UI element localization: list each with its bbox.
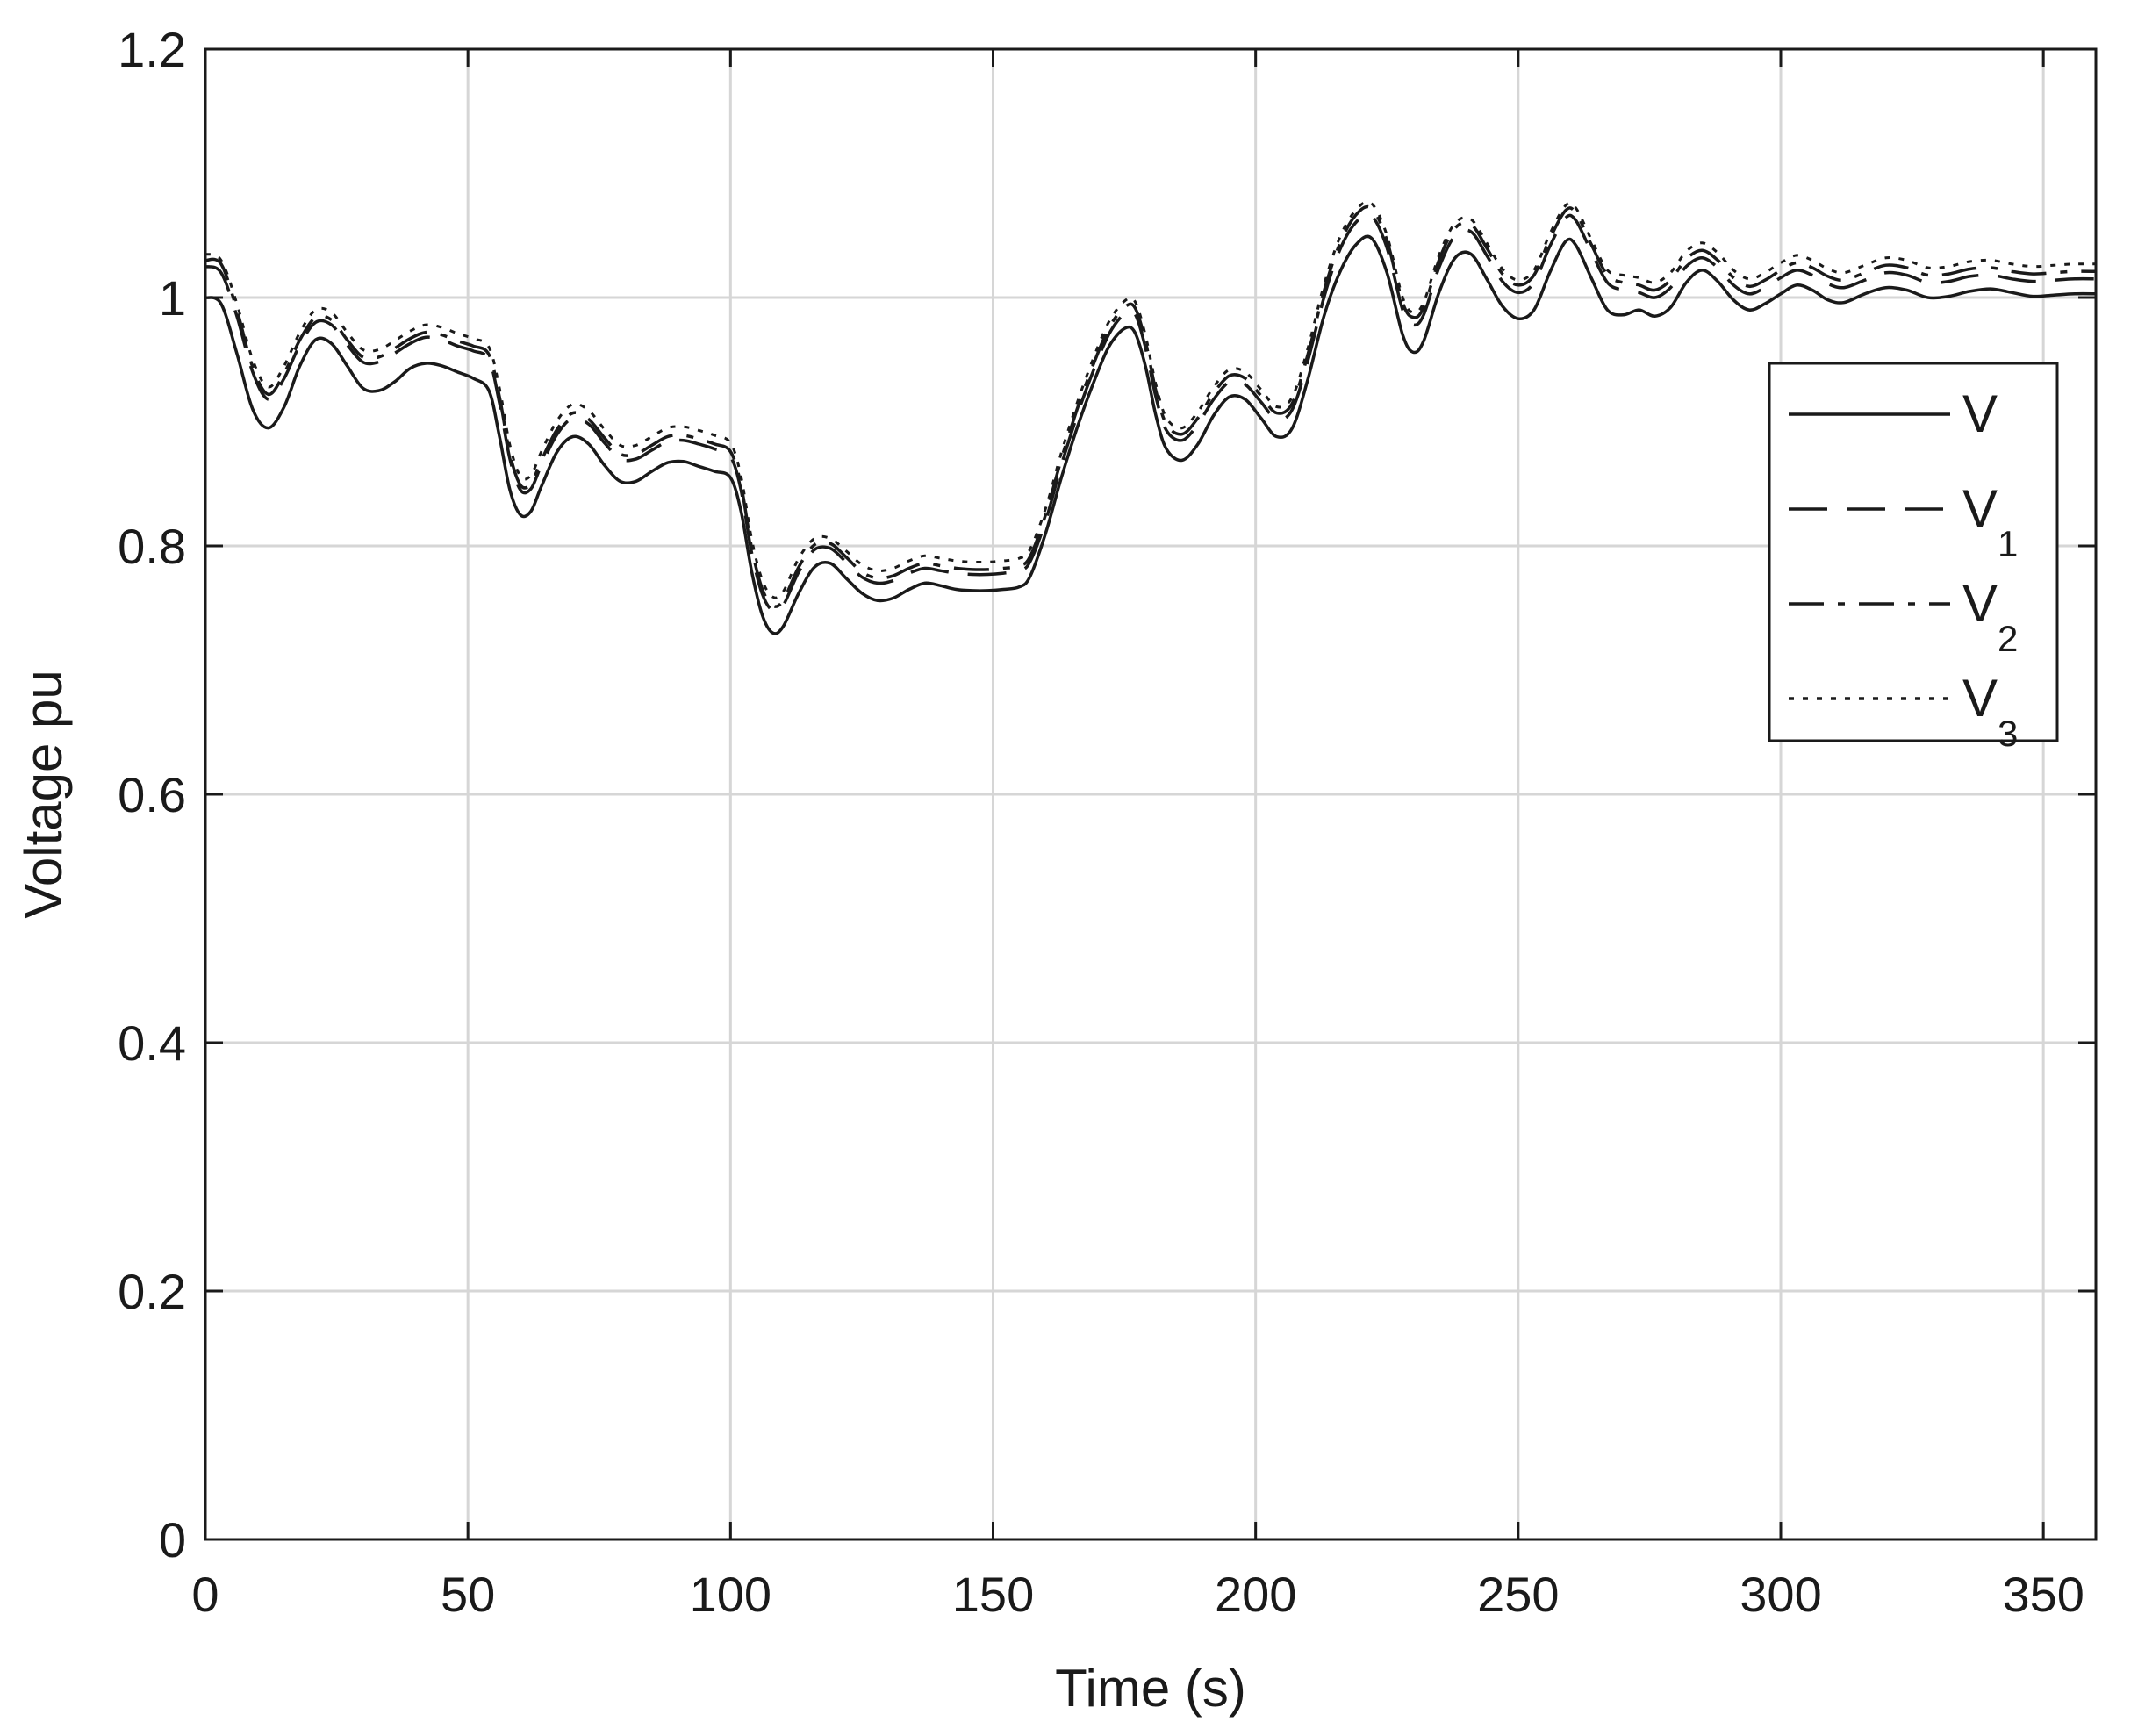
y-tick-label: 0.6 <box>118 767 186 822</box>
series-line-v <box>204 234 2097 635</box>
legend-label-v1: V <box>1962 479 1998 538</box>
y-axis-label: Voltage pu <box>14 670 73 919</box>
y-tick-label: 0 <box>159 1512 186 1567</box>
x-tick-label: 100 <box>690 1567 771 1622</box>
legend-subscript-v1: 1 <box>1998 523 2018 564</box>
legend-subscript-v2: 2 <box>1998 618 2018 659</box>
series-lines <box>204 200 2097 635</box>
y-tick-label: 0.4 <box>118 1015 186 1071</box>
x-tick-label: 250 <box>1477 1567 1559 1622</box>
legend-subscript-v3: 3 <box>1998 713 2018 754</box>
x-tick-label: 0 <box>191 1567 219 1622</box>
y-tick-label: 1.2 <box>118 22 186 77</box>
x-tick-label: 300 <box>1740 1567 1821 1622</box>
y-tick-label: 0.8 <box>118 519 186 574</box>
tick-labels: 0 50 100 150 200 250 300 350 0 0.2 0.4 0.6 0.8 1 1.2 <box>118 22 2084 1622</box>
axis-ticks <box>204 47 2096 1541</box>
x-tick-label: 50 <box>441 1567 495 1622</box>
legend-box <box>1768 362 2059 742</box>
x-tick-label: 350 <box>2002 1567 2084 1622</box>
y-tick-label: 1 <box>159 270 186 326</box>
series-line-v2 <box>204 204 2097 608</box>
legend-label-v3: V <box>1962 669 1998 728</box>
series-line-v3 <box>204 200 2097 599</box>
legend-label-v: V <box>1962 384 1998 443</box>
x-tick-label: 150 <box>952 1567 1034 1622</box>
x-axis-label: Time (s) <box>1055 1659 1246 1718</box>
legend-label-v2: V <box>1962 574 1998 633</box>
x-tick-label: 200 <box>1215 1567 1296 1622</box>
y-tick-label: 0.2 <box>118 1264 186 1319</box>
